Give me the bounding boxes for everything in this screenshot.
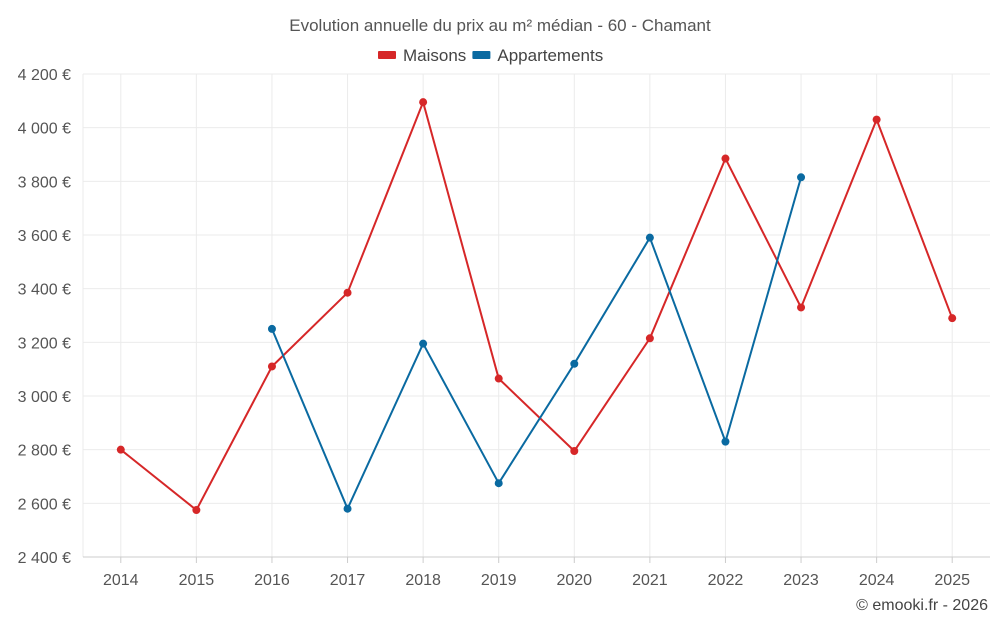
x-tick-label: 2018 xyxy=(405,572,441,589)
y-tick-label: 3 200 € xyxy=(18,335,71,352)
data-point[interactable] xyxy=(494,374,503,383)
series-line xyxy=(120,101,954,512)
x-tick-label: 2015 xyxy=(179,572,215,589)
x-axis: 2014 2015 2016 2017 2018 2019 2020 2021 2022 2023… xyxy=(103,557,970,589)
x-tick-label: 2020 xyxy=(556,572,592,589)
chart-legend: Maisons Appartements xyxy=(378,46,603,65)
data-point[interactable] xyxy=(192,506,201,515)
legend-label: Appartements xyxy=(497,46,603,65)
y-axis: 2 400 € 2 600 € 2 800 € 3 000 € 3 200 € 3 400… xyxy=(18,67,71,567)
chart-series xyxy=(116,98,957,515)
x-tick-label: 2019 xyxy=(481,572,517,589)
legend-swatch xyxy=(378,51,396,59)
y-tick-label: 3 000 € xyxy=(18,389,71,406)
y-tick-label: 3 400 € xyxy=(18,282,71,299)
data-point[interactable] xyxy=(797,303,806,312)
data-point[interactable] xyxy=(570,359,579,368)
data-point[interactable] xyxy=(797,173,806,182)
data-point[interactable] xyxy=(343,288,352,297)
chart-title: Evolution annuelle du prix au m² médian … xyxy=(289,16,711,35)
x-tick-label: 2023 xyxy=(783,572,819,589)
data-point[interactable] xyxy=(267,362,276,371)
y-tick-label: 3 600 € xyxy=(18,228,71,245)
legend-item-1[interactable]: Appartements xyxy=(472,46,603,65)
data-point[interactable] xyxy=(721,154,730,163)
series-appartements xyxy=(267,173,806,513)
data-point[interactable] xyxy=(570,447,579,456)
x-tick-label: 2017 xyxy=(330,572,366,589)
chart-grid xyxy=(82,73,990,558)
y-tick-label: 2 400 € xyxy=(18,550,71,567)
data-point[interactable] xyxy=(419,98,428,107)
x-tick-label: 2024 xyxy=(859,572,895,589)
legend-label: Maisons xyxy=(403,46,466,65)
series-maisons xyxy=(116,98,957,515)
data-point[interactable] xyxy=(721,437,730,446)
y-tick-label: 4 000 € xyxy=(18,121,71,138)
y-tick-label: 4 200 € xyxy=(18,67,71,84)
data-point[interactable] xyxy=(267,324,276,333)
x-tick-label: 2014 xyxy=(103,572,139,589)
x-tick-label: 2016 xyxy=(254,572,290,589)
data-point[interactable] xyxy=(645,334,654,343)
data-point[interactable] xyxy=(419,339,428,348)
y-tick-label: 3 800 € xyxy=(18,174,71,191)
credit-text: © emooki.fr - 2026 xyxy=(856,597,988,614)
data-point[interactable] xyxy=(343,504,352,513)
x-tick-label: 2025 xyxy=(934,572,970,589)
data-point[interactable] xyxy=(645,233,654,242)
x-tick-label: 2022 xyxy=(708,572,744,589)
y-tick-label: 2 800 € xyxy=(18,443,71,460)
x-tick-label: 2021 xyxy=(632,572,668,589)
legend-item-0[interactable]: Maisons xyxy=(378,46,466,65)
legend-swatch xyxy=(472,51,491,59)
data-point[interactable] xyxy=(494,479,503,488)
y-tick-label: 2 600 € xyxy=(18,496,71,513)
data-point[interactable] xyxy=(872,115,881,124)
series-line xyxy=(271,177,803,510)
data-point[interactable] xyxy=(948,314,957,323)
data-point[interactable] xyxy=(116,445,125,454)
